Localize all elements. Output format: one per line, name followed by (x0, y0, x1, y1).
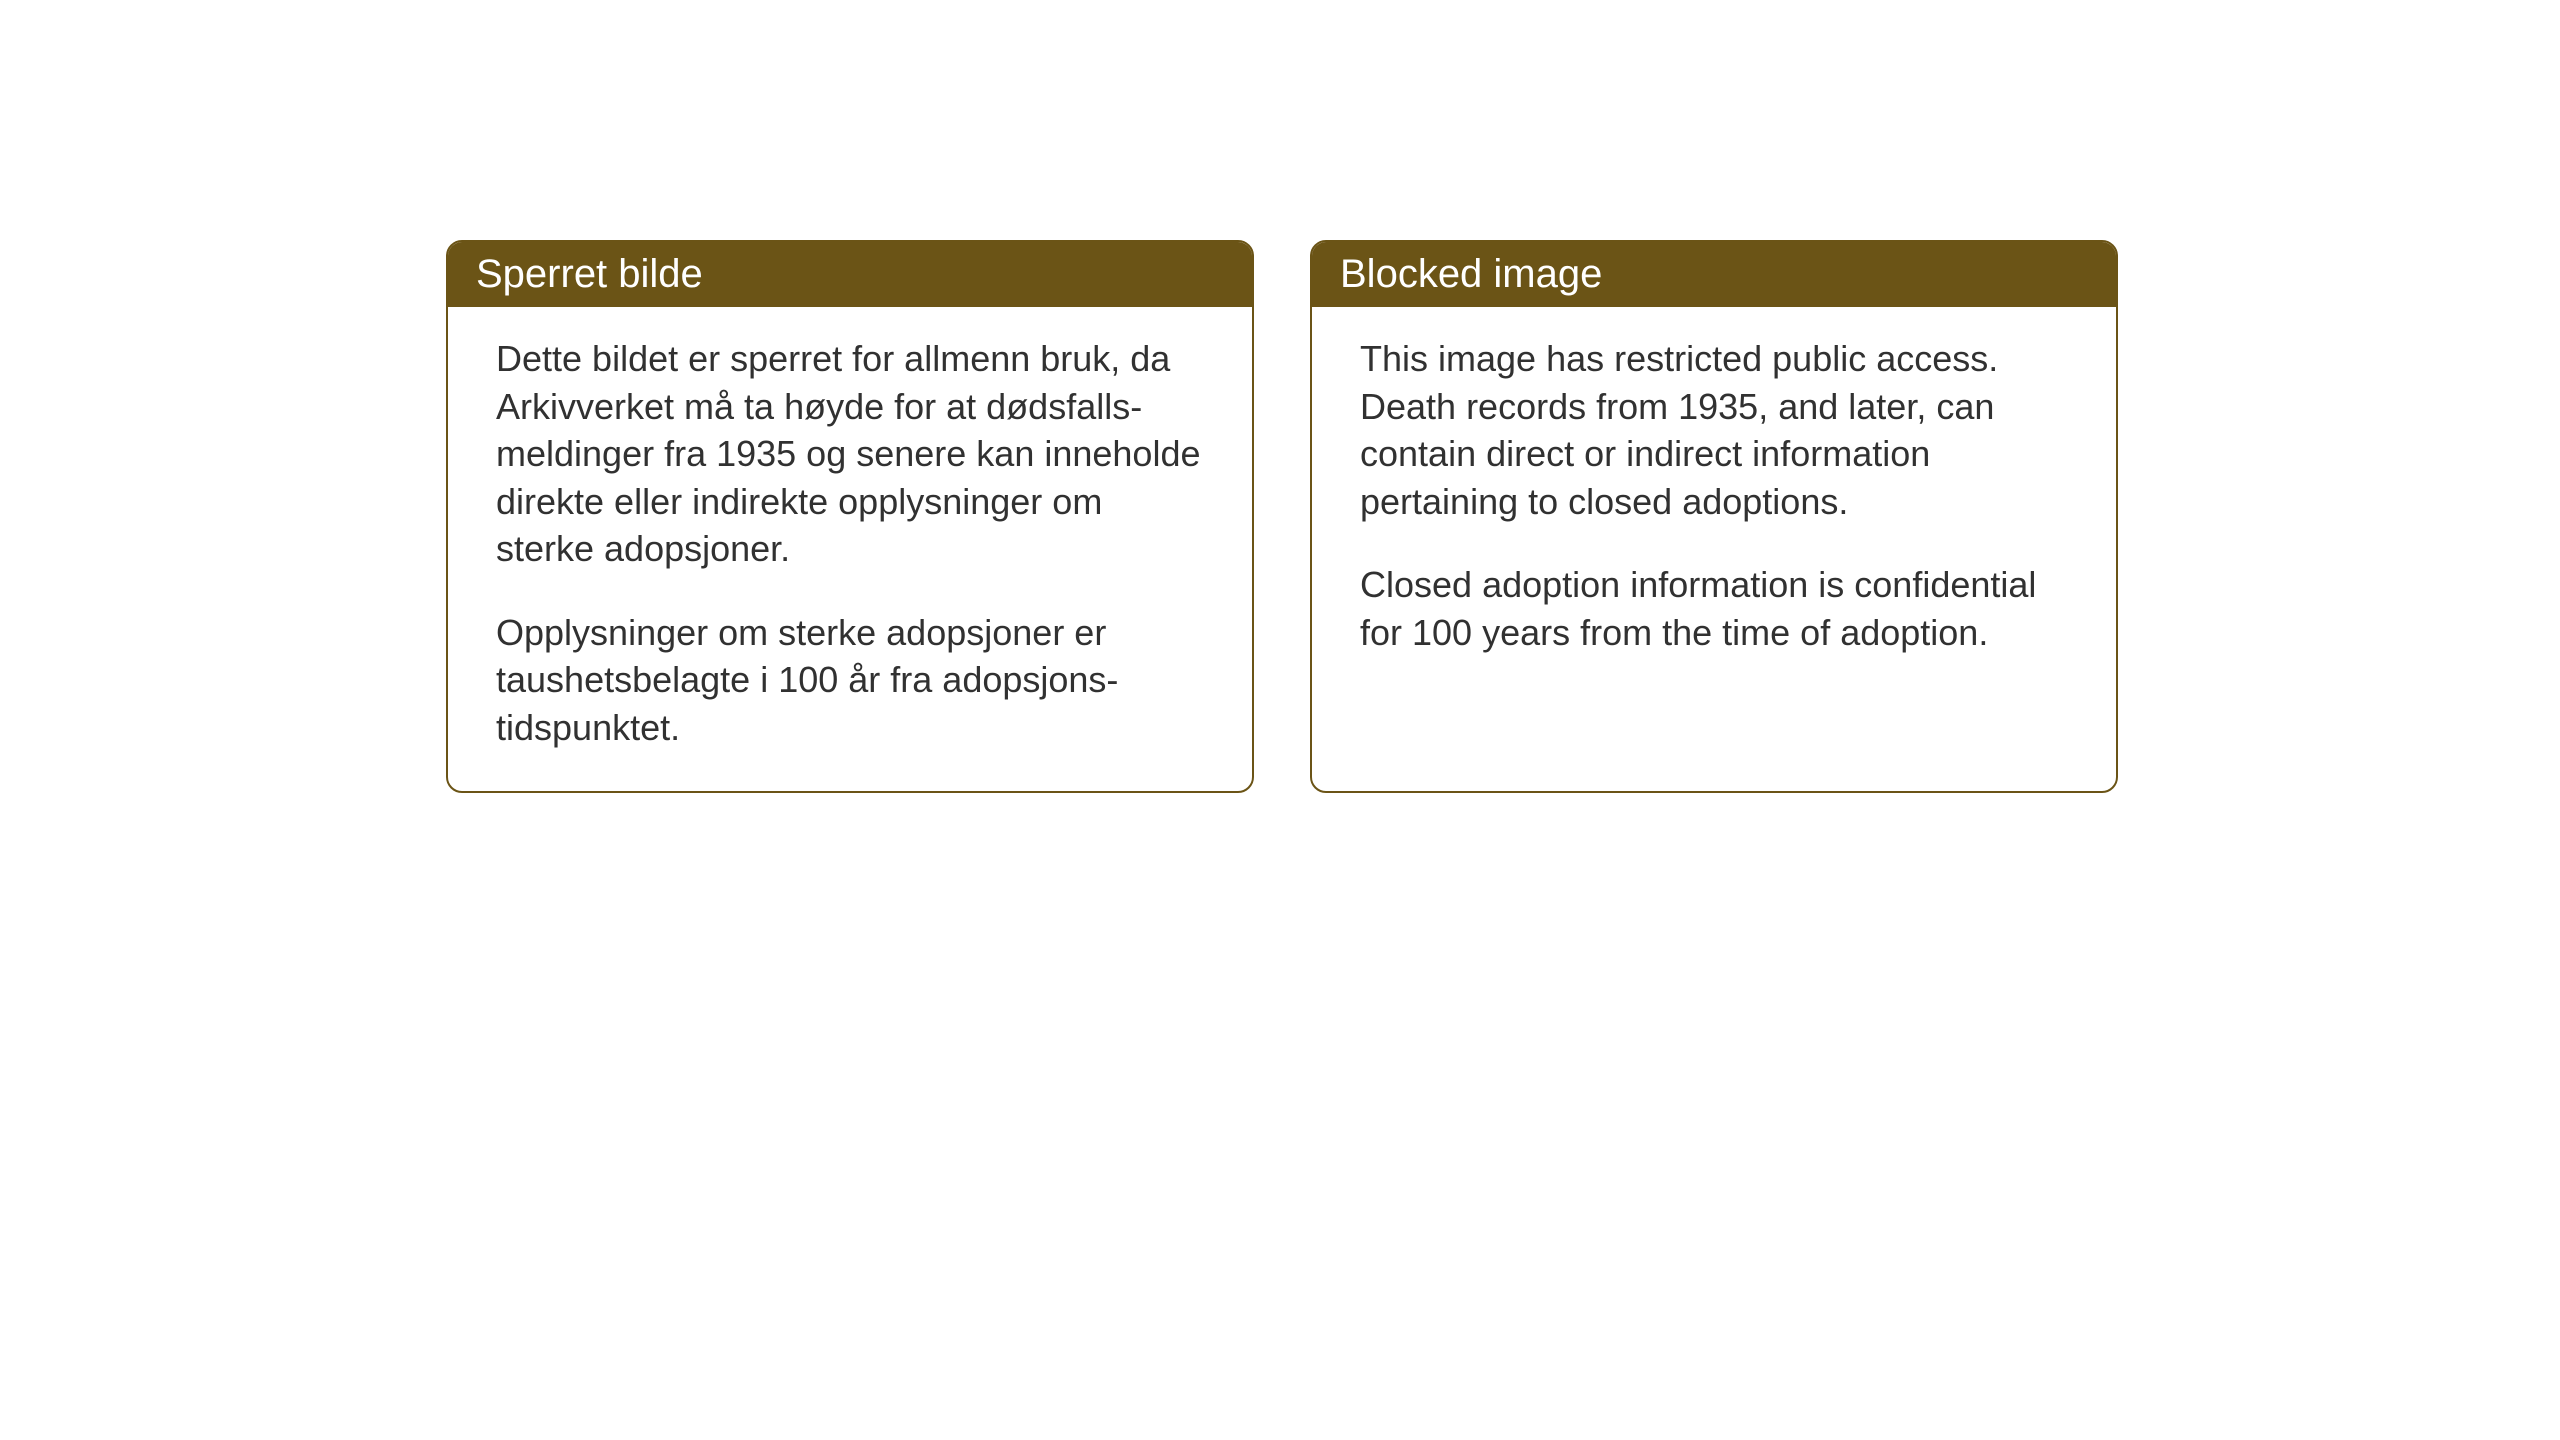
notice-card-norwegian: Sperret bilde Dette bildet er sperret fo… (446, 240, 1254, 793)
card-paragraph: Dette bildet er sperret for allmenn bruk… (496, 335, 1204, 573)
card-header-english: Blocked image (1312, 242, 2116, 307)
card-paragraph: This image has restricted public access.… (1360, 335, 2068, 525)
card-paragraph: Closed adoption information is confident… (1360, 561, 2068, 656)
notice-cards-container: Sperret bilde Dette bildet er sperret fo… (446, 240, 2118, 793)
card-body-norwegian: Dette bildet er sperret for allmenn bruk… (448, 307, 1252, 791)
notice-card-english: Blocked image This image has restricted … (1310, 240, 2118, 793)
card-header-norwegian: Sperret bilde (448, 242, 1252, 307)
card-paragraph: Opplysninger om sterke adopsjoner er tau… (496, 609, 1204, 752)
card-body-english: This image has restricted public access.… (1312, 307, 2116, 696)
